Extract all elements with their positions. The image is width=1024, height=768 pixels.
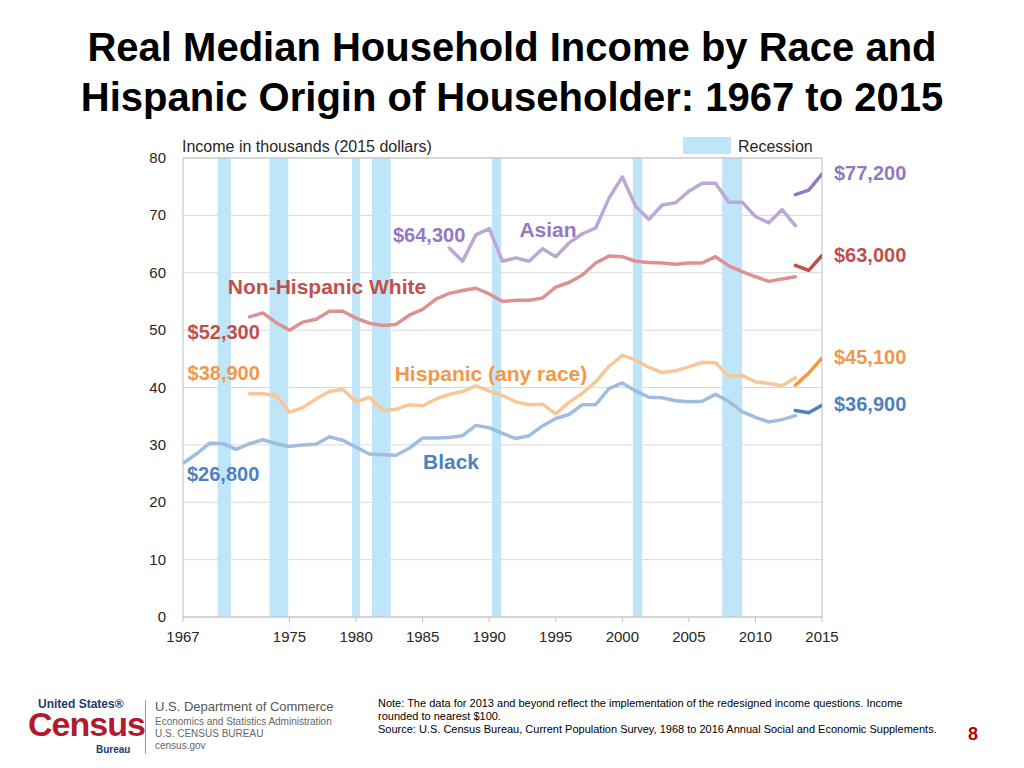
x-tick-label: 1990 bbox=[473, 628, 506, 645]
series-line bbox=[795, 358, 822, 385]
recession-band bbox=[722, 158, 742, 617]
series-line bbox=[795, 256, 822, 271]
x-tick bbox=[289, 617, 290, 622]
recession-band bbox=[372, 158, 391, 617]
chart: 0 10 20 30 40 50 60 70 80 1967 1975 1980 1985 1990 199… bbox=[0, 0, 1024, 768]
x-tick bbox=[356, 617, 357, 622]
recession-band bbox=[270, 158, 289, 617]
agency-text: U.S. CENSUS BUREAU bbox=[155, 728, 263, 739]
series-name-label: Asian bbox=[519, 218, 576, 241]
x-tick bbox=[688, 617, 689, 622]
logo-bottom: Bureau bbox=[96, 744, 130, 755]
title: Real Median Household Income by Race and… bbox=[62, 22, 962, 122]
agency-text: Economics and Statistics Administration bbox=[155, 716, 332, 727]
y-tick-label: 50 bbox=[149, 321, 166, 338]
x-tick bbox=[183, 617, 184, 622]
y-tick-label: 60 bbox=[149, 264, 166, 281]
y-tick-label: 10 bbox=[149, 551, 166, 568]
y-tick-label: 40 bbox=[149, 379, 166, 396]
legend-label: Recession bbox=[738, 138, 813, 155]
data-label: $45,100 bbox=[834, 346, 906, 368]
y-tick-label: 80 bbox=[149, 149, 166, 166]
x-tick bbox=[622, 617, 623, 622]
x-tick bbox=[555, 617, 556, 622]
x-tick-label: 2010 bbox=[739, 628, 772, 645]
y-tick-label: 70 bbox=[149, 206, 166, 223]
y-tick-label: 0 bbox=[158, 608, 166, 625]
series-line bbox=[795, 405, 822, 412]
x-tick bbox=[422, 617, 423, 622]
data-label: $38,900 bbox=[188, 362, 260, 384]
x-tick-label: 1975 bbox=[273, 628, 306, 645]
x-tick-label: 1995 bbox=[539, 628, 572, 645]
series-line bbox=[250, 355, 796, 414]
logo-main: Census bbox=[28, 705, 145, 744]
agency-text: U.S. Department of Commerce bbox=[155, 699, 333, 714]
logo-separator bbox=[145, 700, 146, 754]
recession-band bbox=[352, 158, 360, 617]
data-label: $63,000 bbox=[834, 244, 906, 266]
y-axis-label: Income in thousands (2015 dollars) bbox=[182, 138, 432, 155]
data-label: $36,900 bbox=[834, 393, 906, 415]
data-label: $52,300 bbox=[188, 321, 260, 343]
series-lines bbox=[183, 174, 822, 463]
data-label: $77,200 bbox=[834, 162, 906, 184]
series-name-label: Hispanic (any race) bbox=[395, 362, 588, 385]
x-tick bbox=[822, 617, 823, 622]
series-line bbox=[449, 177, 795, 261]
y-tick-label: 20 bbox=[149, 493, 166, 510]
source-text: Source: U.S. Census Bureau, Current Popu… bbox=[378, 723, 938, 736]
x-tick-label: 1967 bbox=[166, 628, 199, 645]
y-tick-label: 30 bbox=[149, 436, 166, 453]
series-line bbox=[183, 383, 795, 463]
series-name-label: Black bbox=[423, 450, 479, 473]
x-tick-label: 2015 bbox=[805, 628, 838, 645]
recession-band bbox=[633, 158, 642, 617]
x-tick-label: 1985 bbox=[406, 628, 439, 645]
plot-frame bbox=[183, 158, 822, 617]
legend-swatch bbox=[683, 137, 731, 154]
notes: Note: The data for 2013 and beyond refle… bbox=[378, 697, 938, 736]
series-name-label: Non-Hispanic White bbox=[228, 275, 426, 298]
note-text: Note: The data for 2013 and beyond refle… bbox=[378, 697, 938, 723]
series-line bbox=[795, 174, 822, 195]
x-tick bbox=[755, 617, 756, 622]
data-label: $64,300 bbox=[393, 224, 465, 246]
recession-band bbox=[492, 158, 501, 617]
data-label: $26,800 bbox=[187, 463, 259, 485]
x-tick-label: 2005 bbox=[672, 628, 705, 645]
x-tick bbox=[489, 617, 490, 622]
page-number: 8 bbox=[968, 724, 978, 745]
x-tick-label: 2000 bbox=[606, 628, 639, 645]
recession-band bbox=[218, 158, 231, 617]
x-tick-label: 1980 bbox=[339, 628, 372, 645]
agency-text: census.gov bbox=[155, 740, 206, 751]
